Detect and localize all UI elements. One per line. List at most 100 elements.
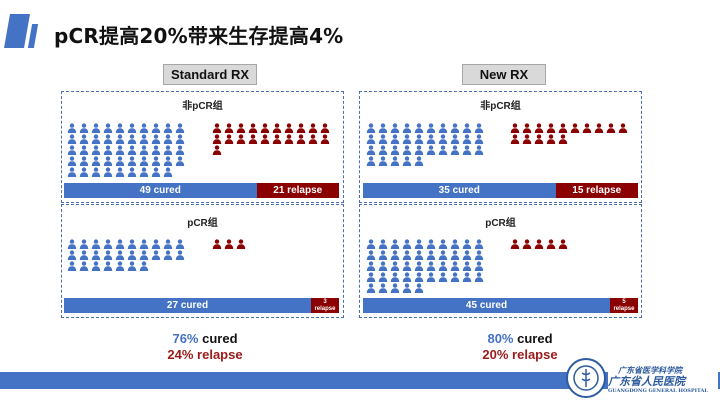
- person-icon: [115, 256, 125, 271]
- person-icon: [522, 129, 532, 144]
- person-icon: [402, 129, 412, 144]
- person-icon: [414, 278, 424, 293]
- person-icon: [414, 267, 424, 282]
- person-icon: [151, 151, 161, 166]
- person-icon: [139, 129, 149, 144]
- person-icon: [284, 129, 294, 144]
- person-icon: [414, 118, 424, 133]
- person-icon: [546, 118, 556, 133]
- person-icon: [127, 256, 137, 271]
- cured-icon-grid: [67, 234, 185, 271]
- person-icon: [103, 118, 113, 133]
- person-icon: [390, 140, 400, 155]
- person-icon: [426, 140, 436, 155]
- arm-label-new: New RX: [462, 64, 546, 85]
- person-icon: [462, 118, 472, 133]
- person-icon: [212, 234, 222, 249]
- footer-bar: [0, 372, 720, 389]
- proportion-bar: 45 cured 5 relapse: [363, 298, 638, 313]
- person-icon: [175, 234, 185, 249]
- person-icon: [320, 129, 330, 144]
- person-icon: [79, 140, 89, 155]
- person-icon: [414, 129, 424, 144]
- person-icon: [139, 162, 149, 177]
- person-icon: [151, 140, 161, 155]
- person-icon: [115, 234, 125, 249]
- panel-label: 非pCR组: [182, 101, 223, 112]
- person-icon: [79, 162, 89, 177]
- person-icon: [426, 118, 436, 133]
- person-icon: [510, 234, 520, 249]
- cured-icon-grid: [366, 118, 484, 166]
- person-icon: [402, 118, 412, 133]
- person-icon: [151, 118, 161, 133]
- panel-label: 非pCR组: [480, 101, 521, 112]
- person-icon: [378, 278, 388, 293]
- person-icon: [366, 118, 376, 133]
- person-icon: [366, 234, 376, 249]
- person-icon: [474, 129, 484, 144]
- person-icon: [546, 234, 556, 249]
- person-icon: [115, 151, 125, 166]
- person-icon: [163, 129, 173, 144]
- relapse-segment: 3 relapse: [310, 298, 339, 313]
- person-icon: [91, 245, 101, 260]
- person-icon: [378, 245, 388, 260]
- person-icon: [390, 245, 400, 260]
- person-icon: [139, 256, 149, 271]
- hospital-name: 广东省医学科学院 广东省人民医院 GUANGDONG GENERAL HOSPI…: [608, 365, 718, 394]
- panel-label: pCR组: [485, 218, 516, 229]
- person-icon: [450, 118, 460, 133]
- person-icon: [308, 129, 318, 144]
- person-icon: [582, 118, 592, 133]
- person-icon: [402, 245, 412, 260]
- person-icon: [474, 234, 484, 249]
- person-icon: [474, 245, 484, 260]
- person-icon: [534, 234, 544, 249]
- person-icon: [414, 256, 424, 271]
- person-icon: [79, 151, 89, 166]
- person-icon: [296, 129, 306, 144]
- person-icon: [127, 151, 137, 166]
- person-icon: [260, 118, 270, 133]
- person-icon: [426, 234, 436, 249]
- person-icon: [91, 234, 101, 249]
- person-icon: [175, 140, 185, 155]
- person-icon: [402, 256, 412, 271]
- person-icon: [284, 118, 294, 133]
- person-icon: [414, 245, 424, 260]
- person-icon: [366, 245, 376, 260]
- person-icon: [606, 118, 616, 133]
- person-icon: [151, 234, 161, 249]
- person-icon: [103, 234, 113, 249]
- person-icon: [127, 234, 137, 249]
- title-accent-bar-small: [27, 24, 39, 48]
- person-icon: [236, 129, 246, 144]
- person-icon: [212, 118, 222, 133]
- person-icon: [438, 129, 448, 144]
- person-icon: [248, 118, 258, 133]
- person-icon: [474, 267, 484, 282]
- relapse-segment: 21 relapse: [256, 183, 339, 198]
- person-icon: [378, 234, 388, 249]
- cured-segment: 45 cured: [363, 298, 610, 313]
- person-icon: [366, 140, 376, 155]
- person-icon: [402, 267, 412, 282]
- person-icon: [594, 118, 604, 133]
- person-icon: [248, 129, 258, 144]
- person-icon: [462, 267, 472, 282]
- person-icon: [618, 118, 628, 133]
- person-icon: [103, 129, 113, 144]
- panel-new-pcr: [359, 204, 642, 318]
- person-icon: [462, 140, 472, 155]
- person-icon: [522, 234, 532, 249]
- person-icon: [272, 118, 282, 133]
- person-icon: [438, 234, 448, 249]
- person-icon: [91, 129, 101, 144]
- person-icon: [462, 245, 472, 260]
- cured-segment: 27 cured: [64, 298, 311, 313]
- proportion-bar: 35 cured 15 relapse: [363, 183, 638, 198]
- person-icon: [450, 140, 460, 155]
- person-icon: [378, 151, 388, 166]
- person-icon: [438, 140, 448, 155]
